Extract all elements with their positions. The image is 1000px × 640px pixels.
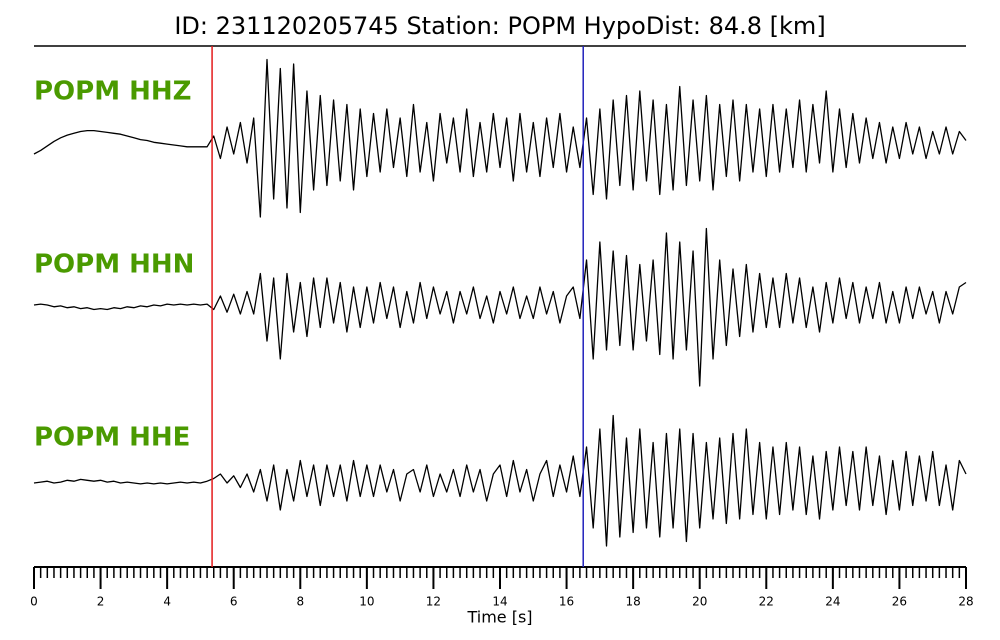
trace-label: POPM HHE	[34, 423, 190, 453]
trace-label: POPM HHN	[34, 250, 194, 280]
x-tick-label: 20	[692, 595, 707, 609]
trace-label: POPM HHZ	[34, 77, 192, 107]
x-tick-label: 22	[759, 595, 774, 609]
x-tick-label: 8	[296, 595, 304, 609]
x-tick-label: 16	[559, 595, 574, 609]
x-tick-label: 24	[825, 595, 840, 609]
x-tick-label: 0	[30, 595, 38, 609]
x-tick-label: 14	[492, 595, 507, 609]
x-tick-label: 4	[163, 595, 171, 609]
x-tick-label: 6	[230, 595, 238, 609]
x-tick-label: 2	[97, 595, 105, 609]
waveform	[33, 58, 967, 218]
x-tick-label: 26	[892, 595, 907, 609]
waveform	[33, 414, 967, 547]
chart-title: ID: 231120205745 Station: POPM HypoDist:…	[174, 12, 825, 40]
x-tick-label: 28	[958, 595, 973, 609]
x-axis-label: Time [s]	[466, 608, 532, 627]
x-tick-label: 12	[426, 595, 441, 609]
x-tick-label: 10	[359, 595, 374, 609]
waveform	[33, 227, 967, 387]
x-tick-label: 18	[626, 595, 641, 609]
